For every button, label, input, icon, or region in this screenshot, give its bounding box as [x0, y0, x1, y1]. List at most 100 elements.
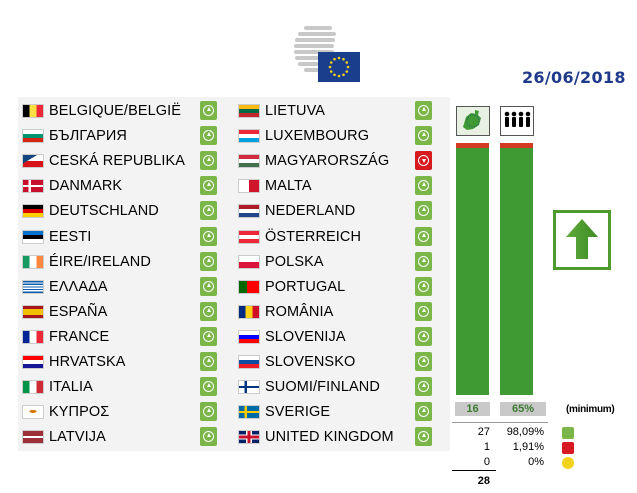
country-name: PORTUGAL [265, 278, 346, 295]
country-name: UNITED KINGDOM [265, 429, 394, 446]
vote-for-icon [415, 301, 432, 321]
country-row-ee: EESTI [22, 226, 91, 248]
flag-pt-icon [238, 279, 260, 294]
flag-mt-icon [238, 179, 260, 194]
population-bar-against [500, 143, 533, 148]
country-name: LIETUVA [265, 103, 326, 119]
member-states-bar-against [456, 143, 489, 148]
vote-for-icon [415, 251, 432, 271]
country-name: MALTA [265, 178, 312, 195]
population-threshold: 65% [500, 402, 546, 416]
tally-count-against: 1 [483, 441, 490, 453]
flag-fr-icon [22, 329, 44, 344]
flag-de-icon [22, 204, 44, 219]
country-row-lu: LUXEMBOURG [238, 125, 369, 147]
member-states-bar [456, 143, 489, 395]
vote-for-icon [200, 126, 217, 146]
country-name: ΕΛΛΑΔΑ [49, 278, 108, 295]
vote-against-icon [562, 442, 574, 454]
vote-for-icon [200, 427, 217, 447]
vote-for-icon [200, 301, 217, 321]
flag-si-icon [238, 329, 260, 344]
vote-for-icon [200, 352, 217, 371]
vote-for-icon [415, 326, 432, 346]
vote-for-icon [415, 101, 432, 120]
country-row-dk: DANMARK [22, 175, 122, 197]
country-row-nl: NEDERLAND [238, 200, 355, 222]
country-row-de: DEUTSCHLAND [22, 200, 159, 222]
country-name: БЪЛГАРИЯ [49, 128, 127, 145]
country-row-fr: FRANCE [22, 326, 109, 348]
vote-for-icon [200, 326, 217, 346]
country-row-si: SLOVENIJA [238, 326, 346, 348]
vote-for-icon [415, 352, 432, 371]
country-row-cy: ΚΥΠΡΟΣ [22, 401, 109, 423]
vote-for-icon [200, 377, 217, 397]
vote-for-icon [200, 226, 217, 246]
country-name: CESKÁ REPUBLIKA [49, 153, 186, 170]
vote-for-icon [415, 226, 432, 246]
tally-divider-total [452, 470, 496, 471]
flag-lv-icon [22, 430, 44, 445]
vote-for-icon [415, 276, 432, 296]
tally-divider-top [452, 422, 548, 423]
country-name: ESPAÑA [49, 303, 108, 320]
country-name: MAGYARORSZÁG [265, 153, 390, 170]
country-name: SLOVENIJA [265, 328, 346, 345]
vote-for-icon [200, 151, 217, 171]
council-logo [290, 24, 362, 84]
country-name: DANMARK [49, 178, 123, 195]
flag-cz-icon [22, 154, 44, 169]
vote-for-icon [200, 276, 217, 296]
country-row-hu: MAGYARORSZÁG [238, 150, 389, 172]
country-name: SLOVENSKO [265, 354, 356, 370]
vote-for-icon [200, 402, 217, 422]
tally-percent-against: 1,91% [512, 441, 544, 453]
population-bar [500, 143, 533, 395]
country-row-fi: SUOMI/FINLAND [238, 376, 380, 398]
vote-for-icon [415, 201, 432, 221]
vote-for-icon [415, 126, 432, 146]
tally-percent-abstain: 0% [528, 456, 544, 468]
flag-it-icon [22, 380, 44, 395]
flag-gr-icon [22, 279, 44, 294]
vote-for-icon [200, 251, 217, 271]
flag-bg-icon [22, 129, 44, 144]
country-name: ÖSTERREICH [265, 228, 362, 245]
minimum-label: (minimum) [566, 404, 615, 415]
country-name: LATVIJA [49, 429, 106, 446]
country-row-se: SVERIGE [238, 401, 330, 423]
flag-hr-icon [22, 355, 44, 369]
country-row-it: ITALIA [22, 376, 93, 398]
country-row-ie: ÉIRE/IRELAND [22, 251, 151, 273]
vote-for-icon [200, 201, 217, 221]
country-name: POLSKA [265, 253, 324, 270]
vote-for-icon [415, 427, 432, 447]
country-row-lt: LIETUVA [238, 100, 325, 122]
country-name: ÉIRE/IRELAND [49, 253, 151, 270]
country-name: ROMÂNIA [265, 303, 334, 320]
country-name: DEUTSCHLAND [49, 203, 159, 220]
vote-for-icon [200, 176, 217, 196]
people-icon [500, 106, 534, 136]
country-row-pt: PORTUGAL [238, 276, 345, 298]
flag-be-icon [22, 104, 44, 118]
country-name: LUXEMBOURG [265, 128, 370, 145]
up-arrow-icon [566, 219, 598, 259]
member-states-threshold: 16 [455, 402, 490, 416]
flag-hu-icon [238, 154, 260, 169]
country-name: ΚΥΠΡΟΣ [49, 404, 110, 421]
tally-count-for: 27 [477, 426, 490, 438]
country-name: NEDERLAND [265, 203, 356, 220]
vote-for-icon [415, 402, 432, 422]
flag-nl-icon [238, 204, 260, 219]
country-name: SVERIGE [265, 404, 331, 421]
vote-for-icon [415, 176, 432, 196]
country-row-at: ÖSTERREICH [238, 226, 361, 248]
flag-gb-icon [238, 430, 260, 445]
flag-se-icon [238, 405, 260, 420]
country-row-gr: ΕΛΛΑΔΑ [22, 276, 108, 298]
flag-lt-icon [238, 104, 260, 118]
country-name: BELGIQUE/BELGIË [49, 103, 182, 119]
vote-date: 26/06/2018 [522, 68, 626, 87]
